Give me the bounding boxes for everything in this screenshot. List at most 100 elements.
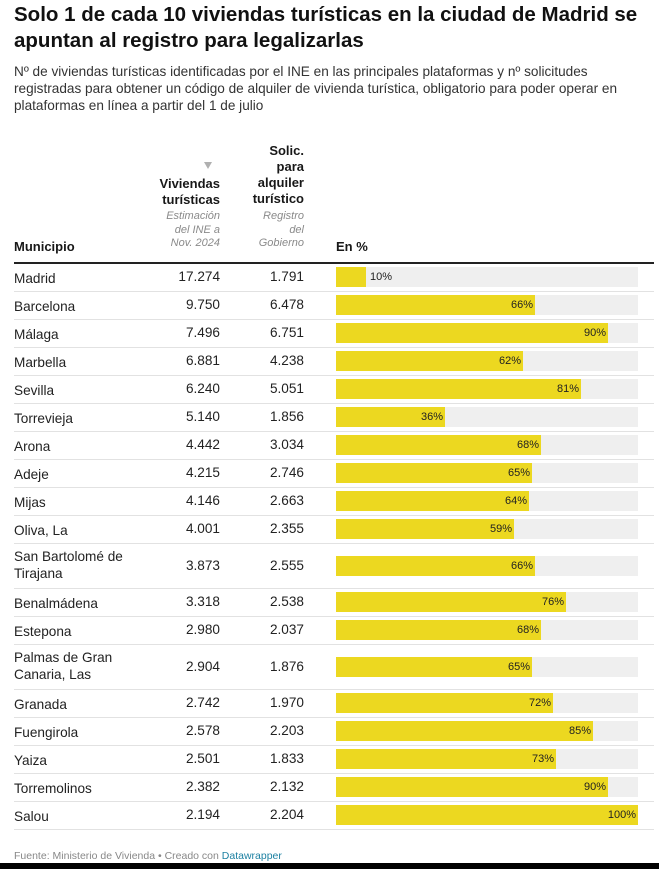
municipio-cell: Arona (14, 438, 149, 455)
pct-bar (336, 351, 523, 371)
municipio-cell: San Bartolomé de Tirajana (14, 548, 149, 582)
pct-label: 72% (528, 697, 551, 709)
solicitudes-cell: 5.051 (269, 381, 304, 396)
col-header-viviendas[interactable]: Viviendas turísticas (120, 176, 220, 208)
pct-bar (336, 519, 514, 539)
chart-title: Solo 1 de cada 10 viviendas turísticas e… (14, 3, 638, 52)
pct-bar (336, 592, 566, 612)
municipio-cell: Marbella (14, 354, 149, 371)
table-row: Estepona 2.980 2.037 68% (14, 617, 654, 645)
viviendas-cell: 6.240 (185, 381, 220, 396)
viviendas-cell: 3.318 (185, 594, 220, 609)
bar-track: 10% (336, 267, 638, 287)
solicitudes-cell: 2.555 (269, 558, 304, 573)
bar-track: 76% (336, 592, 638, 612)
bar-track: 73% (336, 749, 638, 769)
municipio-line: Barcelona (14, 299, 76, 314)
viviendas-cell: 2.980 (185, 622, 220, 637)
viviendas-cell: 7.496 (185, 325, 220, 340)
pct-label: 65% (507, 661, 530, 673)
col-header-solicitudes-line: turístico (252, 191, 304, 206)
solicitudes-cell: 2.203 (269, 723, 304, 738)
bar-track: 65% (336, 657, 638, 677)
municipio-line: Mijas (14, 495, 46, 510)
bar-track: 62% (336, 351, 638, 371)
pct-bar (336, 463, 532, 483)
pct-bar (336, 693, 553, 713)
municipio-line: Sevilla (14, 383, 55, 398)
col-note-line: Estimación (166, 210, 220, 222)
solicitudes-cell: 1.876 (269, 659, 304, 674)
bar-track: 72% (336, 693, 638, 713)
source-text: Fuente: Ministerio de Vivienda • Creado … (14, 850, 222, 862)
municipio-cell: Málaga (14, 326, 149, 343)
viviendas-cell: 4.442 (185, 437, 220, 452)
col-header-solicitudes[interactable]: Solic. para alquiler turístico (224, 143, 304, 207)
pct-label: 66% (510, 560, 533, 572)
pct-bar (336, 721, 593, 741)
pct-bar (336, 805, 638, 825)
municipio-cell: Fuengirola (14, 724, 149, 741)
col-header-pct[interactable]: En % (336, 239, 368, 254)
datawrapper-link[interactable]: Datawrapper (221, 850, 282, 862)
pct-bar (336, 435, 541, 455)
bar-track: 100% (336, 805, 638, 825)
municipio-cell: Yaiza (14, 752, 149, 769)
bar-track: 59% (336, 519, 638, 539)
table-row: Sevilla 6.240 5.051 81% (14, 376, 654, 404)
municipio-line: Salou (14, 809, 49, 824)
col-header-solicitudes-line: para (276, 159, 304, 174)
municipio-cell: Estepona (14, 623, 149, 640)
col-header-solicitudes-line: Solic. (269, 143, 304, 158)
municipio-cell: Torremolinos (14, 780, 149, 797)
municipio-cell: Madrid (14, 270, 149, 287)
sort-descending-icon[interactable] (204, 162, 212, 169)
pct-bar (336, 749, 556, 769)
table-row: Salou 2.194 2.204 100% (14, 802, 654, 830)
viviendas-cell: 6.881 (185, 353, 220, 368)
municipio-line: Fuengirola (14, 725, 79, 740)
solicitudes-cell: 3.034 (269, 437, 304, 452)
chart-subtitle: Nº de viviendas turísticas identificadas… (14, 64, 618, 113)
table-row: Madrid 17.274 1.791 10% (14, 264, 654, 292)
municipio-line: Benalmádena (14, 596, 98, 611)
municipio-cell: Oliva, La (14, 522, 149, 539)
municipio-line: Estepona (14, 624, 72, 639)
pct-label: 81% (556, 383, 579, 395)
pct-label: 90% (583, 327, 606, 339)
municipio-line: Yaiza (14, 753, 47, 768)
bar-track: 65% (336, 463, 638, 483)
pct-label: 68% (516, 439, 539, 451)
table-row: Granada 2.742 1.970 72% (14, 690, 654, 718)
table-row: Torremolinos 2.382 2.132 90% (14, 774, 654, 802)
bar-track: 36% (336, 407, 638, 427)
municipio-line: Palmas de Gran (14, 650, 113, 665)
solicitudes-cell: 1.856 (269, 409, 304, 424)
solicitudes-cell: 6.751 (269, 325, 304, 340)
table-row: Barcelona 9.750 6.478 66% (14, 292, 654, 320)
solicitudes-cell: 2.355 (269, 521, 304, 536)
table-row: Yaiza 2.501 1.833 73% (14, 746, 654, 774)
municipio-cell: Salou (14, 808, 149, 825)
municipio-cell: Benalmádena (14, 595, 149, 612)
pct-bar (336, 407, 445, 427)
col-header-municipio[interactable]: Municipio (14, 239, 75, 254)
municipio-cell: Barcelona (14, 298, 149, 315)
municipio-cell: Mijas (14, 494, 149, 511)
solicitudes-cell: 1.833 (269, 751, 304, 766)
bar-track: 68% (336, 435, 638, 455)
col-note-line: Gobierno (258, 237, 304, 249)
viviendas-cell: 9.750 (185, 297, 220, 312)
bar-track: 66% (336, 556, 638, 576)
bar-track: 68% (336, 620, 638, 640)
viviendas-cell: 4.001 (185, 521, 220, 536)
pct-label: 100% (607, 809, 636, 821)
municipio-line: Arona (14, 439, 51, 454)
municipio-cell: Sevilla (14, 382, 149, 399)
table-row: Oliva, La 4.001 2.355 59% (14, 516, 654, 544)
bottom-bar (0, 863, 659, 869)
pct-label: 62% (498, 355, 521, 367)
viviendas-cell: 4.146 (185, 493, 220, 508)
table-row: Málaga 7.496 6.751 90% (14, 320, 654, 348)
municipio-line: Adeje (14, 467, 49, 482)
